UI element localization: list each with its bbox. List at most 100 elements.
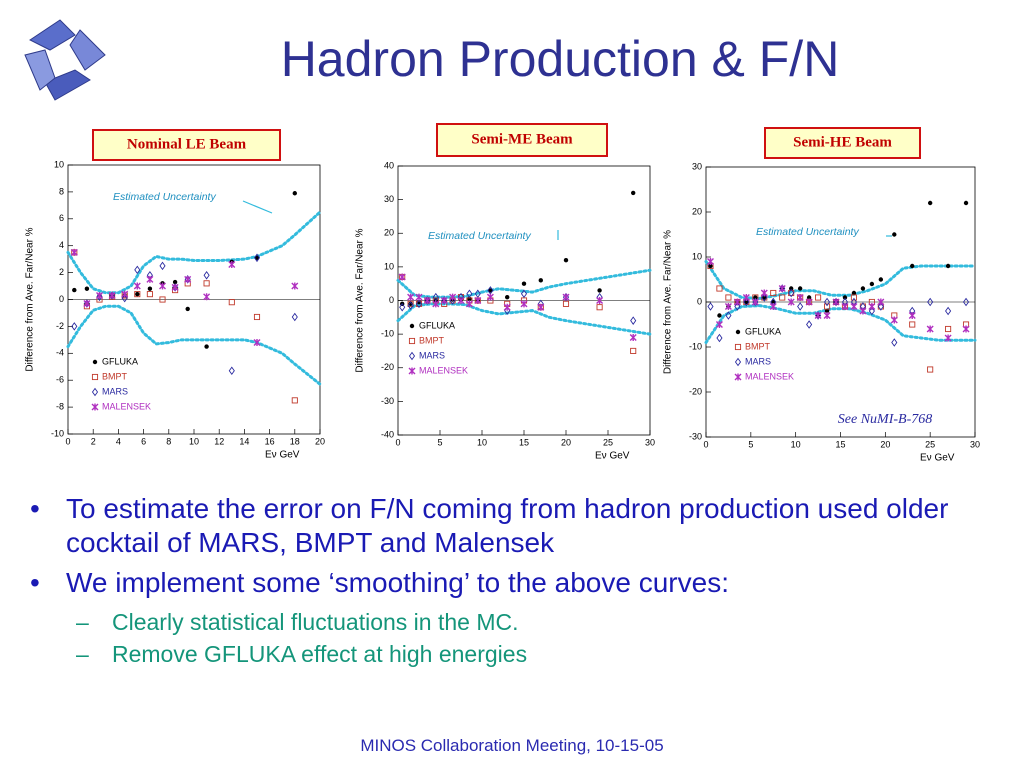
x-tick-label: 16 — [265, 436, 275, 446]
data-point — [926, 325, 934, 333]
data-point — [824, 308, 830, 314]
legend-marker — [91, 373, 99, 381]
chart-title-box — [436, 123, 608, 157]
data-point — [407, 301, 414, 310]
x-tick-label: 5 — [437, 437, 442, 447]
legend-label: BMPT — [102, 371, 128, 381]
data-point — [147, 286, 153, 291]
x-tick-label: 10 — [791, 439, 801, 449]
data-point — [159, 282, 166, 290]
data-point — [292, 191, 297, 196]
x-tick-label: 2 — [91, 436, 96, 446]
data-point — [415, 293, 423, 301]
data-point — [797, 302, 804, 311]
data-point — [788, 288, 795, 298]
chart-title-box — [764, 127, 921, 159]
legend-label: MARS — [745, 356, 771, 366]
uncertainty-curve — [66, 304, 322, 386]
x-axis-label: Eν GeV — [265, 450, 300, 461]
data-point — [407, 293, 415, 301]
x-tick-label: 10 — [477, 437, 487, 447]
data-point — [440, 297, 448, 304]
data-point — [724, 303, 732, 310]
data-point — [449, 293, 457, 301]
data-point — [72, 287, 77, 293]
data-point — [841, 303, 849, 310]
x-tick-label: 5 — [748, 439, 753, 449]
data-point — [146, 291, 153, 298]
x-tick-label: 18 — [290, 436, 300, 446]
data-point — [70, 248, 78, 256]
data-point — [486, 293, 494, 301]
x-tick-label: 6 — [141, 436, 146, 446]
legend-label: BMPT — [745, 341, 771, 351]
data-point — [806, 295, 812, 300]
data-point — [797, 286, 803, 291]
data-point — [520, 300, 528, 308]
data-point — [733, 298, 741, 306]
bullet: To estimate the error on F/N coming from… — [30, 492, 980, 560]
y-tick-label: 10 — [54, 159, 64, 169]
data-point — [134, 291, 141, 298]
data-point — [185, 306, 190, 312]
data-point — [253, 313, 261, 321]
data-point — [806, 320, 813, 329]
data-point — [769, 303, 777, 310]
legend-label: GFLUKA — [419, 320, 455, 330]
data-point — [868, 306, 875, 316]
x-tick-label: 20 — [315, 436, 325, 446]
data-point — [963, 200, 969, 206]
note: See NuMI-B-768 — [838, 412, 932, 427]
data-point — [788, 286, 794, 291]
data-point — [842, 295, 848, 300]
data-point — [717, 313, 722, 318]
data-point — [562, 300, 570, 307]
y-tick-label: -2 — [56, 321, 64, 331]
legend-marker — [91, 387, 99, 397]
data-point — [407, 300, 414, 307]
annotation: Estimated Uncertainty — [428, 230, 531, 242]
legend-marker — [735, 329, 741, 335]
data-point — [868, 303, 876, 310]
data-point — [521, 281, 527, 286]
uncertainty-curve — [66, 210, 322, 295]
y-tick-label: -8 — [56, 401, 64, 411]
y-tick-label: 10 — [692, 251, 702, 261]
x-tick-label: 0 — [703, 439, 708, 449]
data-point — [760, 289, 768, 297]
data-point — [121, 293, 128, 303]
data-point — [408, 301, 413, 307]
data-point — [83, 300, 91, 308]
legend-marker — [92, 359, 98, 365]
data-point — [474, 297, 482, 304]
data-point — [457, 297, 465, 304]
data-point — [466, 289, 473, 299]
y-tick-label: 4 — [59, 240, 64, 250]
data-point — [891, 338, 898, 347]
data-point — [725, 294, 732, 301]
data-point — [744, 299, 749, 305]
data-point — [399, 302, 406, 312]
bullet: We implement some ‘smoothing’ to the abo… — [30, 566, 980, 600]
y-tick-label: -20 — [689, 386, 702, 396]
uncertainty-curve — [396, 302, 652, 336]
data-point — [432, 300, 440, 308]
data-point — [725, 311, 732, 320]
x-tick-label: 15 — [835, 439, 845, 449]
data-point — [715, 321, 723, 328]
annotation-arrow — [242, 200, 273, 214]
data-point — [796, 294, 804, 301]
data-point — [423, 297, 431, 304]
data-point — [706, 258, 714, 265]
legend-marker — [734, 343, 742, 351]
data-point — [134, 265, 141, 275]
uncertainty-curve — [396, 268, 652, 299]
data-point — [488, 288, 493, 293]
legend-label: GFLUKA — [745, 326, 781, 336]
data-point — [877, 302, 884, 311]
data-point — [630, 347, 637, 354]
data-point — [159, 261, 166, 271]
data-point — [708, 263, 713, 269]
